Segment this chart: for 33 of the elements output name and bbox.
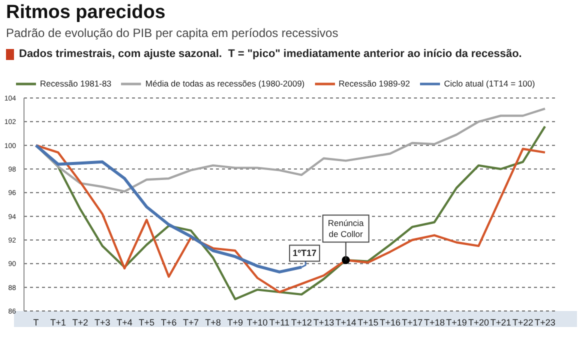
legend-label: Recessão 1989-92 xyxy=(338,78,410,88)
chart-title: Ritmos parecidos xyxy=(6,2,166,24)
x-tick-label: T+8 xyxy=(205,317,221,328)
x-tick-label: T+6 xyxy=(160,317,177,328)
x-tick-label: T+21 xyxy=(490,317,512,328)
x-tick-label: T xyxy=(33,317,40,328)
x-tick-label: T+12 xyxy=(291,317,312,328)
x-tick-label: T+9 xyxy=(227,317,244,328)
x-tick-label: T+18 xyxy=(424,317,445,328)
x-tick-label: T+23 xyxy=(534,317,556,328)
x-tick-label: T+4 xyxy=(116,317,132,328)
x-tick-label: T+15 xyxy=(358,317,378,328)
x-tick-label: T+13 xyxy=(313,317,334,328)
annotation: 1ºT17 xyxy=(292,248,316,258)
legend-label: Ciclo atual (1T14 = 100) xyxy=(444,78,535,88)
x-tick-label: T+2 xyxy=(72,317,88,328)
x-tick-label: T+1 xyxy=(50,317,66,328)
x-tick-label: T+3 xyxy=(94,317,110,328)
x-tick-label: T+5 xyxy=(138,317,155,328)
x-tick-label: T+20 xyxy=(468,317,489,328)
x-tick-label: T+11 xyxy=(269,317,290,328)
chart-subtitle: Padrão de evolução do PIB per capita em períodos recessivos xyxy=(6,26,338,40)
x-tick-label: T+22 xyxy=(512,317,534,328)
text: Dados trimestrais, com ajuste sazonal. T = "pico" imediatamente anterior ao início da recessão. xyxy=(19,48,522,60)
legend-label: Média de todas as recessões (1980-2009) xyxy=(145,78,305,88)
x-tick-label: T+17 xyxy=(402,317,423,328)
annotation: Renúncia de Collor xyxy=(328,218,364,240)
legend-label: Recessão 1981-83 xyxy=(40,78,112,88)
x-tick-label: T+16 xyxy=(380,317,400,328)
x-tick-label: T+10 xyxy=(246,317,268,328)
x-tick-label: T+19 xyxy=(446,317,467,328)
x-tick-label: T+7 xyxy=(183,317,199,328)
x-tick-label: T+14 xyxy=(335,317,356,328)
